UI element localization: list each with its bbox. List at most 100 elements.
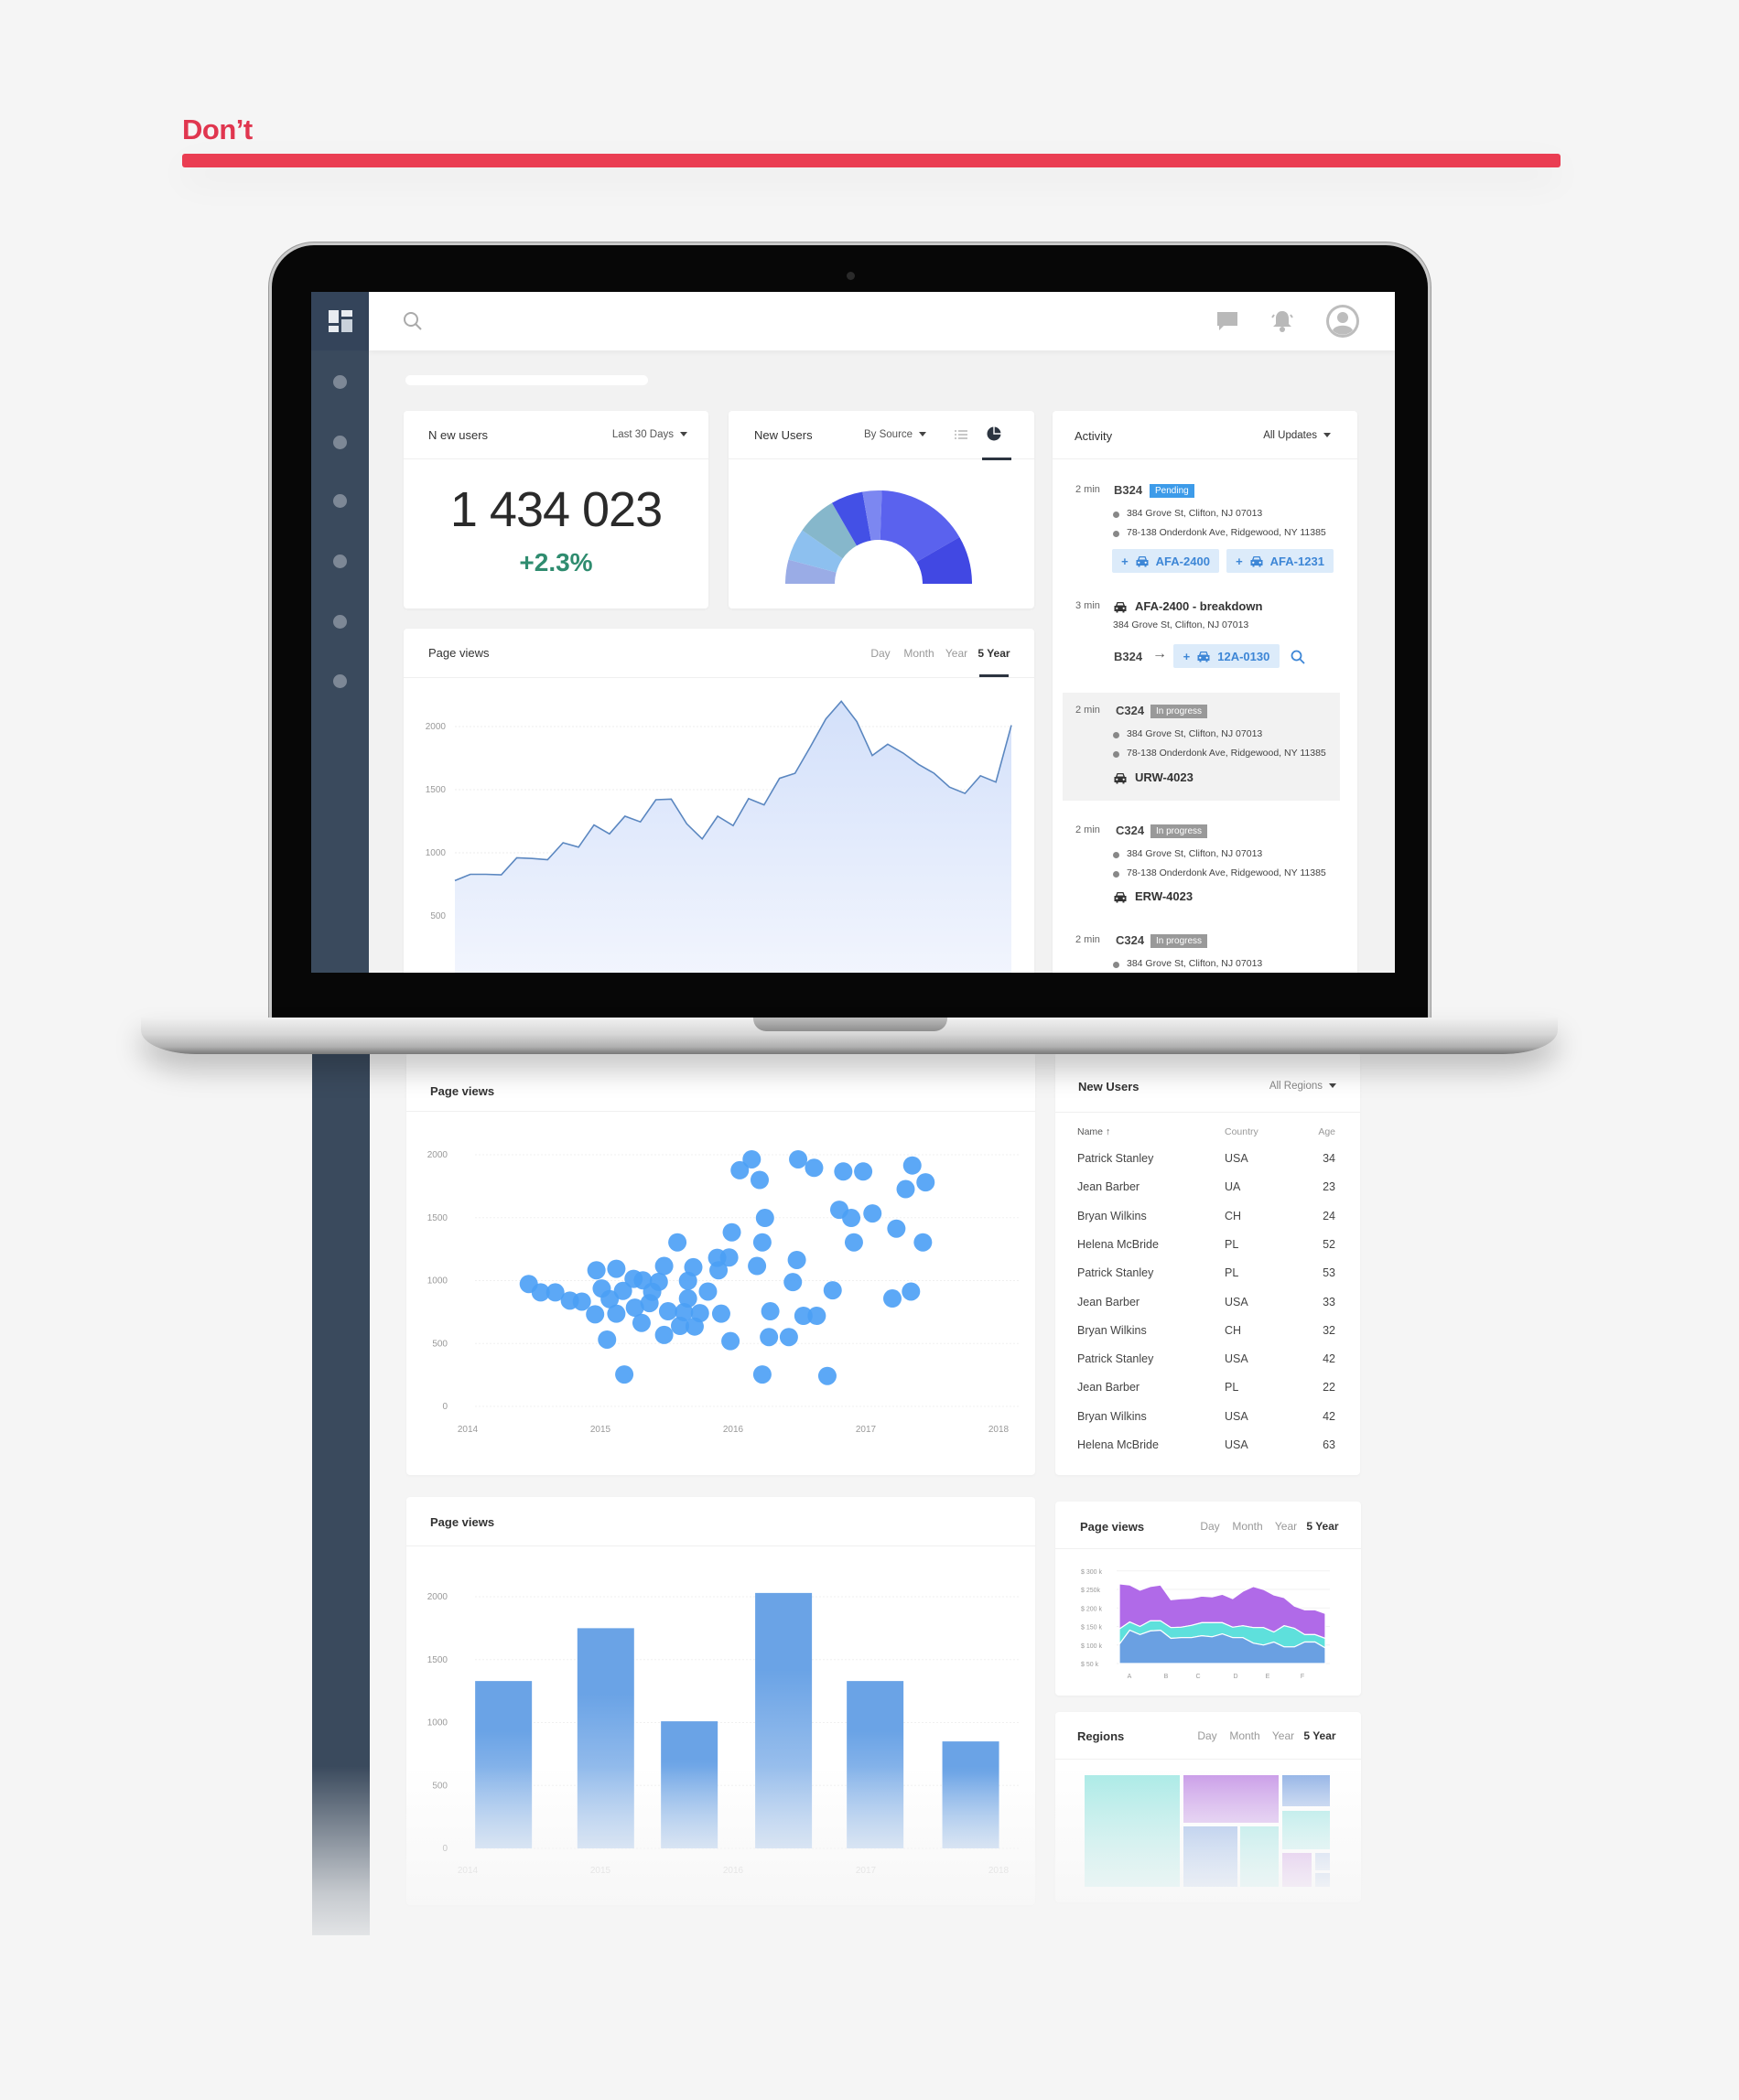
scatter-point [607,1259,626,1278]
sidebar-item-4[interactable] [333,555,347,568]
sidebar-item-5[interactable] [333,615,347,629]
cell-country: USA [1225,1152,1248,1165]
breakdown-address: 384 Grove St, Clifton, NJ 07013 [1113,619,1249,630]
column-header-name[interactable]: Name ↑ [1077,1126,1110,1137]
tab-year[interactable]: Year [945,647,968,660]
sidebar-item-1[interactable] [333,375,347,389]
tab-day[interactable]: Day [870,647,891,660]
scatter-point [854,1162,873,1181]
search-icon[interactable] [1291,650,1305,664]
scatter-point [863,1204,882,1223]
scatter-point [711,1304,730,1323]
dashboard-grid-icon[interactable] [311,292,369,350]
card-title: Page views [428,646,490,660]
cell-age: 23 [1323,1180,1335,1194]
column-header-age[interactable]: Age [1318,1126,1335,1137]
cell-name: Patrick Stanley [1077,1352,1154,1366]
tab-month[interactable]: Month [1229,1729,1260,1742]
assigned-vehicle: URW-4023 [1113,770,1194,784]
arrow-right-icon: → [1152,646,1167,662]
donut-segment [862,490,882,541]
tab-day[interactable]: Day [1200,1520,1220,1533]
donut-chart [785,490,972,584]
stacked-area-chart: $ 50 k $ 100 k $ 150 k $ 200 k $ 250k $ 300 k… [1081,1569,1330,1680]
sidebar-item-6[interactable] [333,674,347,688]
vehicle-id: AFA-1231 [1269,554,1324,568]
users-table-card: New Users All Regions Name ↑ Country Age… [1055,1052,1360,1475]
cell-country: USA [1225,1352,1248,1366]
region-filter-dropdown[interactable]: All Regions [1269,1081,1336,1092]
chevron-down-icon [1323,433,1331,438]
total-value: 1 434 023 [449,482,663,537]
source-dropdown[interactable]: By Source [864,429,927,440]
tab-year[interactable]: Year [1274,1520,1298,1533]
tab-day[interactable]: Day [1197,1729,1217,1742]
assign-vehicle-chip[interactable]: + AFA-2400 [1112,549,1219,573]
status-badge: In progress [1150,824,1208,838]
region-filter-label: All Regions [1269,1081,1323,1092]
scatter-point [649,1272,668,1291]
column-header-country[interactable]: Country [1225,1126,1258,1137]
scatter-point [902,1156,922,1175]
scatter-point [913,1233,933,1252]
chevron-down-icon [919,432,927,437]
card-title: New Users [754,428,813,442]
plus-icon: + [1236,554,1243,568]
scatter-point [844,1233,863,1252]
y-tick-label: 1000 [427,1276,448,1287]
updates-filter-dropdown[interactable]: All Updates [1263,430,1331,441]
tab-5-year[interactable]: 5 Year [1303,1729,1336,1742]
date-range-dropdown[interactable]: Last 30 Days [612,429,687,440]
scatter-point [721,1331,740,1351]
activity-time: 2 min [1075,484,1100,495]
source-label: By Source [864,429,913,440]
scatter-point [789,1149,808,1168]
tab-5-year[interactable]: 5 Year [978,647,1010,660]
pie-view-icon[interactable] [987,426,1001,441]
list-view-icon[interactable] [955,429,967,440]
dont-bar [182,154,1561,167]
vehicle-id: URW-4023 [1135,770,1194,784]
route-code: B324 [1114,650,1143,663]
scatter-point [709,1261,729,1280]
scatter-card: Page views 0 500 1000 1500 2000 2014 2015 2016 2… [406,1052,1035,1475]
sidebar-item-3[interactable] [333,494,347,508]
bell-icon[interactable] [1271,309,1293,333]
tab-5-year[interactable]: 5 Year [1306,1520,1339,1533]
page-views-line-card: Page views Day Month Year 5 Year 500 1000… [404,629,1034,973]
x-tick-label: 2014 [458,1425,479,1435]
x-tick-label: B [1164,1674,1169,1680]
route-code: C324 [1116,704,1145,717]
y-tick-label: $ 150 k [1081,1625,1102,1632]
destination-address: 78-138 Onderdonk Ave, Ridgewood, NY 1138… [1127,867,1326,878]
sidebar-item-2[interactable] [333,436,347,449]
car-icon [1113,771,1128,784]
plus-icon: + [1183,649,1191,663]
route-code: C324 [1116,933,1145,947]
date-range-label: Last 30 Days [611,429,674,440]
cell-name: Helena McBride [1077,1438,1159,1451]
assign-vehicle-chip[interactable]: + AFA-1231 [1226,549,1334,573]
replacement-vehicle-chip[interactable]: +12A-0130 [1173,644,1280,668]
activity-time: 2 min [1075,824,1100,835]
search-icon[interactable] [403,311,423,331]
destination-address: 78-138 Onderdonk Ave, Ridgewood, NY 1138… [1127,527,1326,538]
cell-age: 42 [1323,1409,1335,1423]
tab-month[interactable]: Month [1232,1520,1263,1533]
status-badge: In progress [1150,705,1208,718]
scatter-point [823,1281,842,1300]
y-tick-label: 2000 [426,722,447,732]
scatter-point [675,1303,694,1322]
tab-month[interactable]: Month [903,647,934,660]
chat-icon[interactable] [1216,311,1238,331]
scatter-point [607,1304,626,1323]
cell-country: USA [1225,1438,1248,1451]
column-label: Name [1077,1126,1104,1137]
cell-country: CH [1225,1323,1242,1337]
tab-year[interactable]: Year [1271,1729,1295,1742]
avatar-icon[interactable] [1325,304,1360,339]
car-icon [1113,890,1128,903]
scatter-point [760,1328,779,1347]
vehicle-id: ERW-4023 [1135,889,1194,903]
scatter-point [787,1250,806,1269]
